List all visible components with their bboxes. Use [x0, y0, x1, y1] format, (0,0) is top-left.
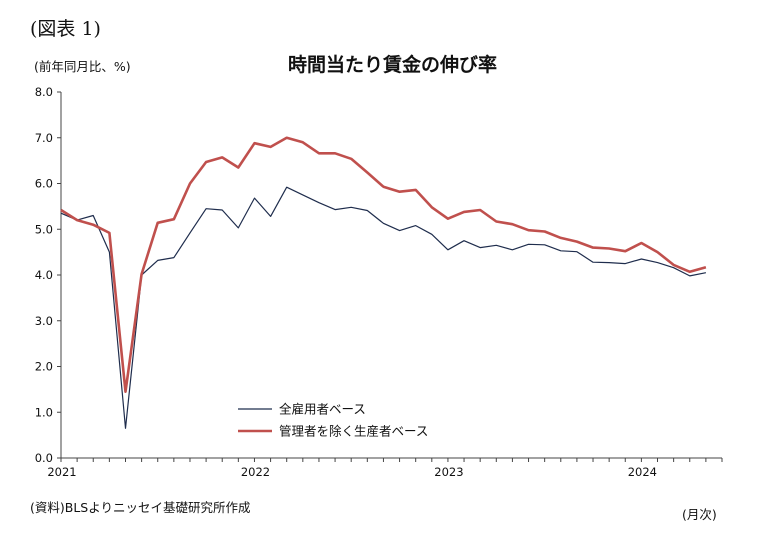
x-tick-label: 2023 [434, 465, 463, 479]
series-line-2 [60, 136, 707, 394]
y-tick-label: 1.0 [35, 405, 53, 419]
y-tick-label: 7.0 [35, 131, 53, 145]
x-tick-label: 2024 [628, 465, 657, 479]
legend-label-1: 全雇用者ベース [279, 402, 366, 417]
y-tick-label: 4.0 [35, 268, 53, 282]
y-tick-label: 0.0 [35, 451, 53, 465]
legend-label-2: 管理者を除く生産者ベース [279, 424, 428, 439]
y-tick-label: 3.0 [35, 314, 53, 328]
y-tick-label: 5.0 [35, 222, 53, 236]
x-unit-label: (月次) [682, 507, 717, 522]
y-tick-label: 8.0 [35, 85, 53, 99]
y-unit-label: (前年同月比、%) [34, 59, 131, 74]
chart-title: 時間当たり賃金の伸び率 [287, 54, 497, 76]
chart-axes [60, 92, 722, 459]
series-lines [60, 136, 707, 429]
x-tick-label: 2022 [241, 465, 270, 479]
y-tick-label: 2.0 [35, 360, 53, 374]
series-line-1 [60, 186, 707, 429]
y-tick-labels: 0.0 1.0 2.0 3.0 4.0 5.0 6.0 7.0 8.0 [35, 85, 61, 465]
y-tick-label: 6.0 [35, 177, 53, 191]
x-tick-label: 2021 [47, 465, 76, 479]
x-tick-labels: 2021 2022 2023 2024 [47, 458, 723, 479]
source-note: (資料)BLSよりニッセイ基礎研究所作成 [30, 500, 251, 515]
figure-label: (図表 1) [30, 18, 101, 40]
